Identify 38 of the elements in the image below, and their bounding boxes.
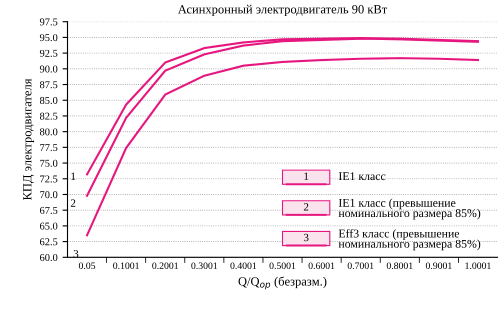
y-tick-label: 92.5 [40,50,58,57]
x-tick-label: 1.0001 [465,262,491,270]
y-tick-label: 77.5 [40,144,58,152]
y-tick-label: 95.0 [40,34,58,42]
y-tick-label: 97.5 [40,18,58,26]
y-tick-label: 87.5 [40,81,58,88]
chart-title: Асинхронный электродвигатель 90 кВт [178,4,388,16]
y-tick-label: 90.0 [40,66,58,73]
x-tick-label: 0.05 [78,262,96,270]
legend-label: IE1 класс (превышение номинального размера 85%) [338,198,480,220]
text: 1 [304,172,308,180]
x-tick-label: 0.8001 [386,262,413,270]
x-tick-label: 0.4001 [230,262,256,270]
x-tick-label: 0.3001 [191,262,218,270]
y-tick-label: 62.5 [40,238,58,246]
legend-label: IE1 класс [338,172,386,180]
legend-label: Eff3 класс (превышение номинального размера 85%) [338,229,480,250]
x-tick-label: 0.5001 [270,262,296,270]
y-tick-label: 72.5 [40,175,58,183]
x-tick-label: 0.9001 [426,262,452,270]
y-tick-label: 82.5 [40,112,58,120]
y-tick-label: 75.0 [40,160,58,167]
x-tick-label: 0.2001 [152,262,178,270]
annotation: 1 [71,172,76,180]
y-tick-label: 65.0 [40,222,58,230]
y-axis-title: КПД электродвигателя [23,78,34,200]
y-tick-label: 60.0 [40,254,58,262]
y-tick-label: 70.0 [40,191,58,198]
x-tick-label: 0.6001 [308,262,334,270]
x-tick-label: 0.7001 [348,262,374,270]
text: 2 [304,203,308,210]
text: 3 [304,234,308,242]
annotation: 2 [70,199,76,207]
y-tick-label: 85.0 [40,96,58,104]
y-tick-label: 67.5 [40,206,58,214]
x-axis-title: Q/Q$_{ор}$ (безразм.) [238,276,326,290]
x-tick-label: 0.1001 [113,262,139,270]
y-tick-label: 80.0 [40,128,58,136]
